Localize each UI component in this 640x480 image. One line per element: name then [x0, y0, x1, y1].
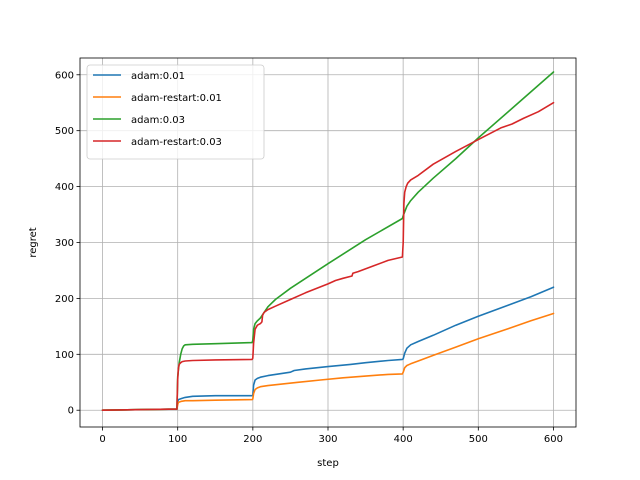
series-line-4 — [101, 101, 555, 412]
legend-label: adam:0.01 — [131, 71, 185, 82]
y-tick-label: 600 — [55, 70, 74, 81]
y-tick-label: 400 — [55, 182, 74, 193]
series-line-2 — [101, 312, 555, 412]
axis-ticks: 0 100 200 300 400 500 600 0 100 200 300 400 500 600 — [55, 70, 563, 445]
x-tick-label: 0 — [99, 434, 105, 445]
x-tick-label: 100 — [168, 434, 187, 445]
y-axis-label: regret — [28, 227, 39, 257]
x-tick-label: 500 — [469, 434, 488, 445]
series-line-1 — [101, 286, 555, 412]
x-tick-label: 200 — [243, 434, 262, 445]
y-tick-label: 0 — [68, 406, 74, 417]
series-lines — [101, 71, 555, 412]
x-tick-label: 400 — [394, 434, 413, 445]
legend: adam:0.01 adam-restart:0.01 adam:0.03 adam-… — [86, 64, 265, 160]
y-tick-label: 500 — [55, 126, 74, 137]
y-tick-label: 200 — [55, 294, 74, 305]
x-axis-label: step — [317, 458, 339, 469]
y-tick-label: 100 — [55, 350, 74, 361]
legend-box — [86, 64, 265, 160]
legend-label: adam-restart:0.03 — [131, 137, 222, 148]
x-tick-label: 300 — [318, 434, 337, 445]
legend-label: adam:0.03 — [131, 115, 185, 126]
y-tick-label: 300 — [55, 238, 74, 249]
x-tick-label: 600 — [544, 434, 563, 445]
legend-label: adam-restart:0.01 — [131, 93, 222, 104]
